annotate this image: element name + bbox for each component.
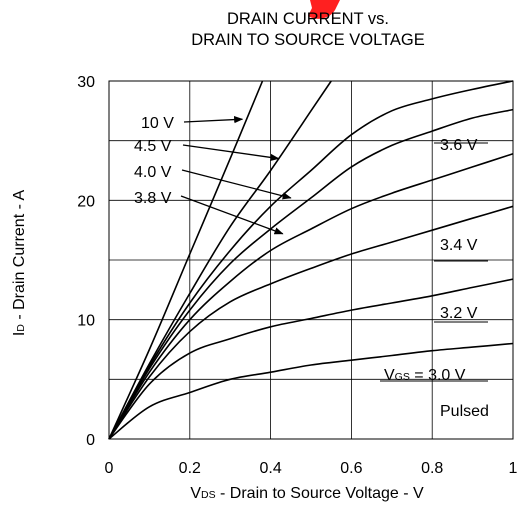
x-tick-label: 1 xyxy=(509,460,518,477)
label-3-2v: 3.2 V xyxy=(440,305,478,322)
curve-3-0-v xyxy=(108,342,514,440)
curve-4-0-v xyxy=(108,80,514,440)
pulsed-note: Pulsed xyxy=(440,403,489,420)
vgs-label-sub: GS xyxy=(395,371,410,383)
watermark-shape xyxy=(308,0,340,19)
label-10v: 10 V xyxy=(141,115,174,132)
x-tick-label: 0.6 xyxy=(340,460,362,477)
label-vgs-3-0v: VGS = 3.0 V xyxy=(384,367,466,384)
plot-frame xyxy=(108,80,514,440)
x-tick-labels: 0 0.2 0.4 0.6 0.8 1 xyxy=(105,460,518,477)
chart-subtitle: DRAIN TO SOURCE VOLTAGE xyxy=(191,31,425,49)
label-4-0v: 4.0 V xyxy=(134,164,172,181)
y-axis-label-rest: - Drain Current - A xyxy=(11,190,28,325)
x-axis-label-main: V xyxy=(190,485,201,502)
chart-title: DRAIN CURRENT vs. xyxy=(227,10,389,28)
curve-label-arrows xyxy=(180,115,292,235)
curve-3-8-v xyxy=(108,108,514,440)
label-3-8v: 3.8 V xyxy=(134,190,172,207)
y-tick-label: 0 xyxy=(86,432,95,449)
curve-3-4-v xyxy=(108,205,514,440)
y-axis-label-sub: D xyxy=(15,324,27,332)
arrow-3 xyxy=(180,195,284,235)
x-axis-label-sub: DS xyxy=(201,489,216,501)
curve-10-v xyxy=(108,80,264,440)
label-3-6v: 3.6 V xyxy=(440,137,478,154)
curve-4-5-v xyxy=(108,80,332,440)
curve-3-6-v xyxy=(108,153,514,440)
y-tick-label: 30 xyxy=(77,74,95,91)
arrow-1 xyxy=(182,144,280,162)
y-tick-label: 20 xyxy=(77,193,95,210)
label-4-5v: 4.5 V xyxy=(134,138,172,155)
x-tick-label: 0 xyxy=(105,460,114,477)
y-axis-label: ID - Drain Current - A xyxy=(11,190,28,337)
series-curves xyxy=(108,80,514,440)
vgs-label-main: V xyxy=(384,367,395,384)
gridlines xyxy=(109,81,513,439)
y-axis-label-main: I xyxy=(11,332,28,336)
label-3-4v: 3.4 V xyxy=(440,237,478,254)
arrow-0 xyxy=(183,115,244,124)
x-axis-label-rest: - Drain to Source Voltage - V xyxy=(216,485,424,502)
x-axis-label: VDS - Drain to Source Voltage - V xyxy=(190,485,424,502)
plot-area xyxy=(108,80,514,440)
vgs-label-rest: = 3.0 V xyxy=(410,367,466,384)
arrow-2 xyxy=(181,169,292,200)
y-tick-labels: 0 10 20 30 xyxy=(77,74,95,449)
x-tick-label: 0.2 xyxy=(179,460,201,477)
curve-3-2-v xyxy=(108,278,514,440)
y-tick-label: 10 xyxy=(77,313,95,330)
x-tick-label: 0.4 xyxy=(259,460,281,477)
x-tick-label: 0.8 xyxy=(421,460,443,477)
watermark-logo xyxy=(308,0,340,19)
